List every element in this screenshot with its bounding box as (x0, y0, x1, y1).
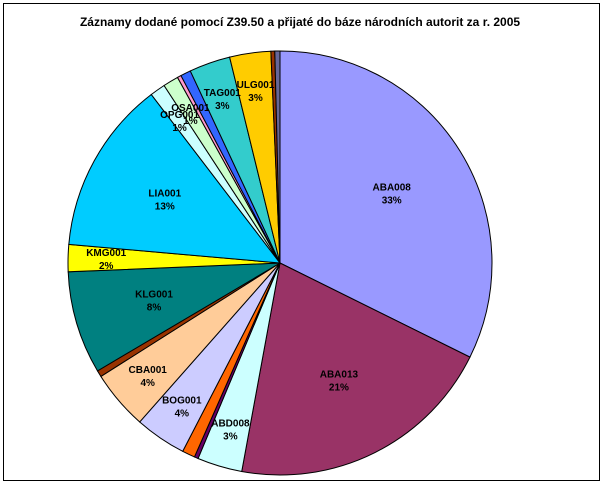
slice-percent-klg001: 8% (147, 302, 162, 313)
slice-percent-ulg001: 3% (248, 93, 263, 104)
slice-label-aba013: ABA013 (320, 370, 359, 381)
slice-percent-aba008: 33% (382, 196, 402, 207)
slice-percent-osa001: 1% (183, 116, 198, 127)
slice-label-lia001: LIA001 (148, 189, 181, 200)
slice-label-opg001: OPG001 (160, 110, 199, 121)
slice-percent-kmg001: 2% (99, 261, 114, 272)
slice-label-bog001: BOG001 (162, 396, 202, 407)
pie-slice-lia001 (68, 93, 282, 264)
slice-percent-aba013: 21% (329, 383, 349, 394)
pie-slice-klg001 (67, 262, 281, 372)
slice-percent-tag001: 3% (215, 101, 230, 112)
slice-percent-abd008: 3% (223, 432, 238, 443)
pie-slice-aba008 (279, 50, 493, 358)
slice-percent-bog001: 4% (175, 409, 190, 420)
chart-title: Záznamy dodané pomocí Z39.50 a přijaté d… (79, 15, 521, 29)
slice-label-aba008: ABA008 (373, 183, 412, 194)
slice-percent-cba001: 4% (140, 378, 155, 389)
slice-label-osa001: OSA001 (171, 103, 210, 114)
slice-label-kmg001: KMG001 (86, 248, 126, 259)
slice-label-tag001: TAG001 (204, 88, 241, 99)
slice-label-klg001: KLG001 (135, 289, 173, 300)
slice-percent-opg001: 1% (172, 123, 187, 134)
slice-label-ulg001: ULG001 (237, 80, 275, 91)
pie-slice-unlabeled-18 (274, 50, 281, 264)
slice-percent-lia001: 13% (155, 202, 175, 213)
pie-slice-aba013 (241, 262, 471, 476)
slice-label-abd008: ABD008 (211, 419, 250, 430)
slice-label-cba001: CBA001 (129, 365, 168, 376)
